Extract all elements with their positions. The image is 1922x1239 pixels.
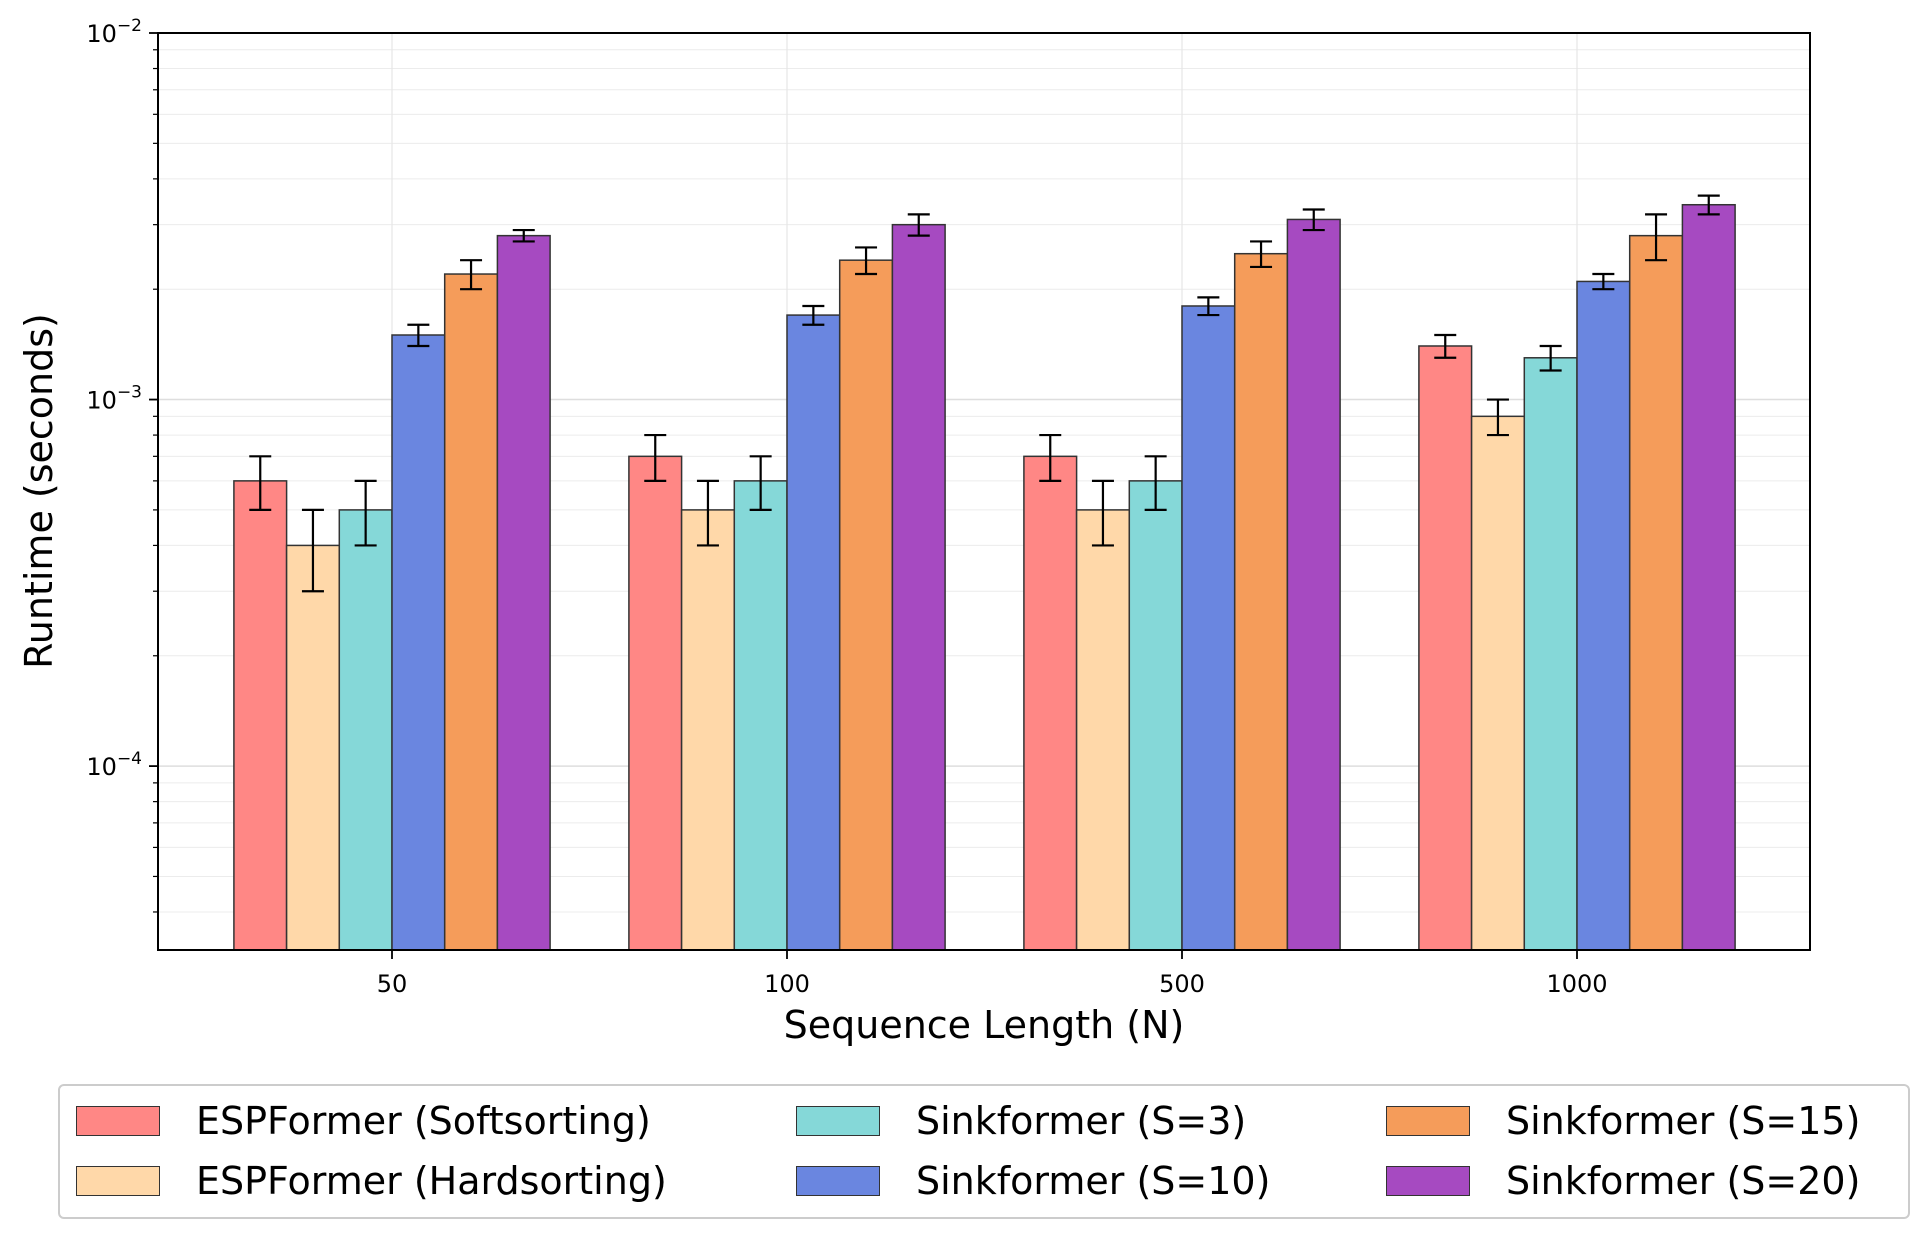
legend-item-sinkformer-s15: Sinkformer (S=15): [1386, 1096, 1860, 1146]
y-axis-ticks: 10−2 10−3 10−4: [86, 16, 158, 913]
bar: [1023, 455, 1078, 951]
legend-label: Sinkformer (S=3): [916, 1099, 1247, 1143]
bar: [1181, 305, 1236, 951]
bar: [891, 223, 946, 951]
x-tick-label: 100: [764, 970, 810, 998]
legend-item-sinkformer-s20: Sinkformer (S=20): [1386, 1156, 1860, 1206]
bar: [285, 544, 341, 951]
bar: [786, 314, 841, 951]
x-axis-ticks: 50 100 500 1000: [377, 950, 1608, 998]
bar: [1576, 280, 1631, 951]
legend-swatch: [1386, 1106, 1470, 1136]
legend-label: Sinkformer (S=15): [1506, 1099, 1861, 1143]
legend-swatch: [76, 1166, 160, 1196]
bar: [1286, 218, 1341, 951]
y-tick-label: 10−4: [86, 749, 142, 781]
legend-label: Sinkformer (S=10): [916, 1159, 1271, 1203]
bar: [1523, 357, 1578, 951]
legend-item-sinkformer-s10: Sinkformer (S=10): [796, 1156, 1270, 1206]
legend-swatch: [76, 1106, 160, 1136]
bar: [628, 455, 683, 951]
bar: [1470, 415, 1526, 951]
legend-label: ESPFormer (Softsorting): [196, 1099, 651, 1143]
bar: [233, 480, 288, 951]
legend-item-sinkformer-s3: Sinkformer (S=3): [796, 1096, 1246, 1146]
x-tick-label: 500: [1159, 970, 1205, 998]
bar: [391, 334, 446, 951]
bar: [733, 480, 788, 951]
legend-swatch: [1386, 1166, 1470, 1196]
bar: [838, 259, 894, 951]
legend-swatch: [796, 1106, 880, 1136]
x-tick-label: 1000: [1546, 970, 1607, 998]
legend: ESPFormer (Softsorting) ESPFormer (Hards…: [58, 1084, 1910, 1219]
plot-frame: [157, 32, 1811, 951]
bar: [1681, 203, 1736, 951]
bar: [1628, 234, 1684, 951]
y-tick-label: 10−3: [86, 383, 142, 415]
bar: [1233, 252, 1289, 951]
bar: [443, 273, 499, 951]
y-axis-label: Runtime (seconds): [17, 313, 61, 669]
bar: [680, 509, 736, 951]
x-axis-label: Sequence Length (N): [784, 1003, 1185, 1047]
legend-label: Sinkformer (S=20): [1506, 1159, 1861, 1203]
legend-item-espformer-softsorting: ESPFormer (Softsorting): [76, 1096, 651, 1146]
x-tick-label: 50: [377, 970, 408, 998]
bar: [1418, 345, 1473, 951]
bar: [338, 509, 393, 951]
bar: [496, 234, 551, 951]
error-bars: [249, 194, 1720, 593]
bar: [1128, 480, 1183, 951]
y-tick-label: 10−2: [86, 16, 142, 48]
legend-swatch: [796, 1166, 880, 1196]
legend-label: ESPFormer (Hardsorting): [196, 1159, 667, 1203]
bars: [233, 203, 1736, 951]
bar: [1075, 509, 1131, 951]
legend-item-espformer-hardsorting: ESPFormer (Hardsorting): [76, 1156, 667, 1206]
